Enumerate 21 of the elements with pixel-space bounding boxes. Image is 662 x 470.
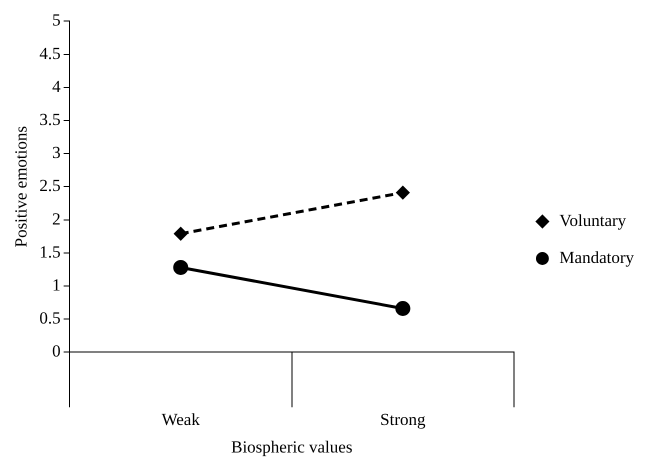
y-tick-label: 4.5 (39, 44, 61, 63)
point (173, 260, 188, 275)
y-tick-label: 4 (52, 76, 62, 96)
y-tick-label: 1.5 (39, 242, 61, 262)
y-axis-title: Positive emotions (12, 126, 31, 248)
point (174, 227, 188, 240)
y-tick-label: 1 (52, 275, 61, 294)
y-tick-label: 5 (52, 10, 61, 30)
point (395, 301, 410, 316)
legend-label: Voluntary (559, 210, 627, 230)
y-tick-label: 2.5 (39, 176, 61, 196)
point (396, 186, 410, 200)
y-tick-label: 3.5 (39, 110, 61, 129)
y-tick-label: 0 (52, 342, 61, 361)
y-tick-label: 0.5 (39, 308, 61, 328)
y-tick-label: 2 (52, 209, 61, 228)
x-tick-label: Weak (162, 410, 200, 429)
legend-label: Mandatory (559, 248, 634, 267)
y-tick-label: 3 (52, 143, 61, 162)
x-axis-title: Biospheric values (231, 437, 352, 456)
x-tick-label: Strong (380, 410, 426, 429)
